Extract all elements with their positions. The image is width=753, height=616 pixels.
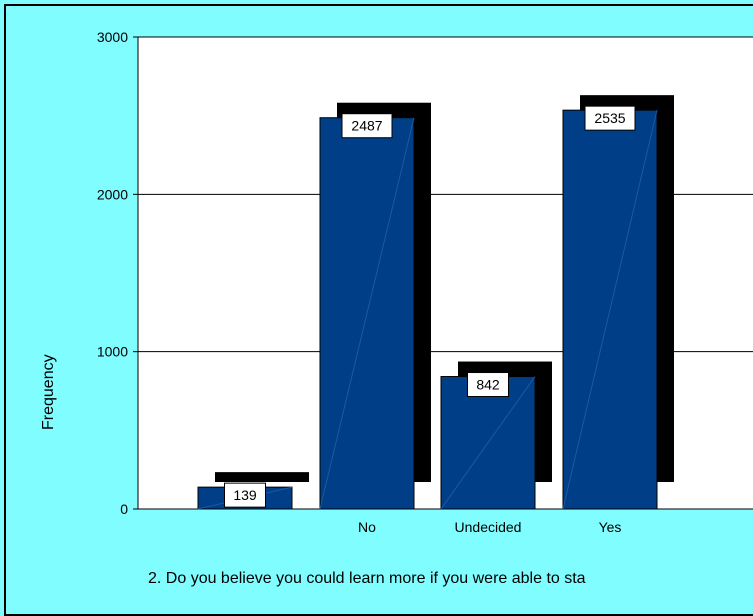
value-label: 2487 [351,118,382,134]
bar-highlight [440,376,536,510]
value-label-box [467,372,509,398]
y-tick-label: 1000 [97,344,128,360]
question-text: 2. Do you believe you could learn more i… [148,570,586,587]
value-label-box [341,113,393,139]
bars [197,95,674,510]
tick-labels: 0 1000 2000 3000 No Undecided Yes [97,29,622,535]
y-axis-title: Frequency [40,354,57,430]
x-tick-label: Yes [599,519,622,535]
value-label-box [224,482,266,508]
bar-shadow [215,472,309,482]
value-label-box [584,105,636,131]
x-tick-label: Undecided [455,519,522,535]
y-tick-label: 3000 [97,29,128,45]
bar-highlight [562,110,658,510]
y-tick-label: 2000 [97,186,128,202]
y-tick-label: 0 [120,501,128,517]
x-tick-label: No [358,519,376,535]
value-label: 2535 [594,110,625,126]
value-label: 842 [476,377,500,393]
value-label: 139 [233,487,257,503]
bar-highlight [319,117,415,510]
value-labels: 139 2487 842 2535 [224,105,636,508]
